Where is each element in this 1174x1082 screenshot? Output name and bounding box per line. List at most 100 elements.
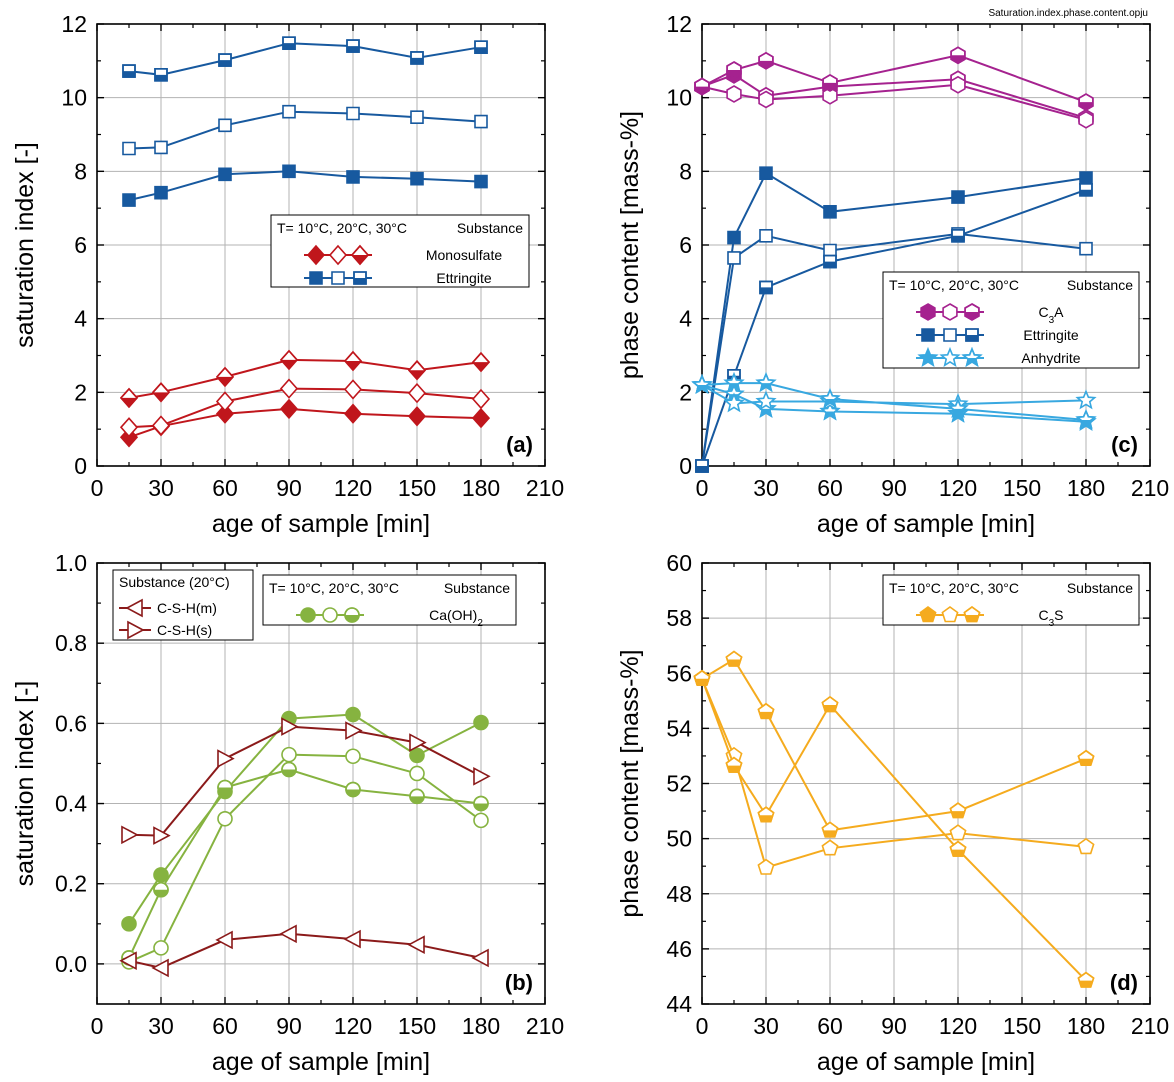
- x-tick-label: 0: [91, 1013, 104, 1039]
- x-tick-label: 150: [1003, 1013, 1041, 1039]
- legend-header-temps: T= 10°C, 20°C, 30°C: [889, 277, 1019, 293]
- data-point: [757, 702, 775, 720]
- data-point: [726, 61, 742, 79]
- series-b-1: [121, 746, 489, 970]
- y-tick-label: 0.2: [55, 871, 87, 897]
- data-point: [474, 174, 488, 189]
- data-point: [153, 881, 169, 898]
- data-point: [343, 929, 361, 949]
- legend-marker: [921, 328, 935, 342]
- y-tick-label: 4: [679, 306, 692, 332]
- panel-b: 0 30 60 90 120 150 180 210 0.0 0.2 0.4 0.6 0.8 1.0 age…: [11, 550, 564, 1076]
- data-point: [119, 417, 139, 438]
- data-point: [757, 858, 775, 875]
- series-b-4: [121, 717, 491, 845]
- y-axis-title: phase content [mass-%]: [616, 111, 644, 379]
- data-point: [410, 51, 424, 65]
- x-tick-label: 30: [148, 475, 174, 501]
- x-tick-label: 90: [276, 1013, 302, 1039]
- x-axis-title: age of sample [min]: [212, 510, 430, 538]
- data-point: [281, 717, 299, 736]
- panel-label: (d): [1110, 970, 1138, 995]
- data-point: [215, 403, 235, 424]
- x-axis-title: age of sample [min]: [817, 510, 1035, 538]
- legend-marker: [964, 303, 980, 321]
- data-point: [474, 40, 488, 55]
- series-c-1: [694, 75, 1094, 129]
- data-point: [345, 721, 363, 740]
- x-tick-label: 0: [91, 475, 104, 501]
- y-tick-label: 46: [666, 936, 692, 962]
- x-tick-label: 150: [1003, 475, 1041, 501]
- data-point: [282, 36, 296, 51]
- series-b-3: [119, 924, 489, 978]
- x-tick-label: 180: [462, 1013, 500, 1039]
- y-tick-label: 6: [74, 232, 87, 258]
- data-point: [217, 749, 235, 768]
- data-point: [474, 114, 488, 129]
- data-point: [758, 51, 774, 70]
- data-point: [473, 795, 489, 812]
- data-point: [151, 382, 171, 403]
- x-tick-label: 210: [526, 475, 564, 501]
- data-point: [819, 387, 841, 408]
- series-line: [128, 42, 482, 76]
- data-point: [407, 382, 427, 404]
- data-point: [823, 205, 837, 219]
- data-point: [951, 190, 965, 204]
- data-point: [346, 106, 360, 121]
- y-tick-label: 10: [61, 85, 87, 111]
- data-point: [153, 867, 169, 883]
- panel-d: 0 30 60 90 120 150 180 210 44 46 48 50 52 54 56 58 60 age…: [616, 550, 1169, 1076]
- y-tick-label: 48: [666, 881, 692, 907]
- data-point: [281, 746, 297, 763]
- series-c-5: [695, 183, 1093, 473]
- x-tick-label: 60: [817, 475, 843, 501]
- legend-marker: [328, 244, 348, 266]
- y-tick-label: 58: [666, 605, 692, 631]
- series-a-3: [122, 164, 488, 207]
- series-line: [128, 170, 482, 202]
- series-c-2: [694, 46, 1094, 112]
- data-point: [819, 400, 841, 421]
- data-point: [409, 765, 425, 782]
- data-point: [473, 714, 489, 731]
- data-point: [217, 810, 233, 827]
- legend-marker: [300, 607, 316, 623]
- data-point: [154, 140, 168, 155]
- data-point: [122, 193, 136, 207]
- data-point: [822, 73, 838, 92]
- data-point: [823, 243, 837, 258]
- x-tick-label: 30: [753, 1013, 779, 1039]
- legend-secondary-title: Substance (20°C): [119, 574, 230, 590]
- data-point: [153, 940, 169, 956]
- data-point: [1075, 408, 1097, 429]
- legend-marker: [943, 328, 957, 342]
- data-point: [121, 825, 139, 845]
- data-point: [279, 398, 299, 420]
- series-line: [701, 678, 1087, 869]
- data-point: [950, 75, 966, 94]
- data-point: [695, 459, 709, 473]
- data-point: [122, 64, 136, 78]
- data-point: [343, 379, 363, 400]
- data-point: [119, 387, 139, 409]
- data-point: [821, 839, 839, 856]
- series-a-0: [119, 398, 491, 448]
- data-point: [823, 254, 837, 269]
- legend-marker: [941, 606, 959, 623]
- data-point: [407, 406, 427, 427]
- data-point: [407, 935, 425, 955]
- x-tick-label: 0: [696, 475, 709, 501]
- legend: T= 10°C, 20°C, 30°C SubstanceC3AEttringit…: [882, 271, 1140, 369]
- legend-header-substance: Substance: [457, 220, 523, 236]
- data-point: [1077, 749, 1095, 767]
- legend-marker: [127, 620, 145, 640]
- y-tick-label: 12: [61, 11, 87, 37]
- x-tick-label: 180: [462, 475, 500, 501]
- data-point: [759, 280, 773, 295]
- y-tick-label: 52: [666, 771, 692, 797]
- data-point: [279, 924, 297, 944]
- x-tick-label: 210: [1131, 1013, 1169, 1039]
